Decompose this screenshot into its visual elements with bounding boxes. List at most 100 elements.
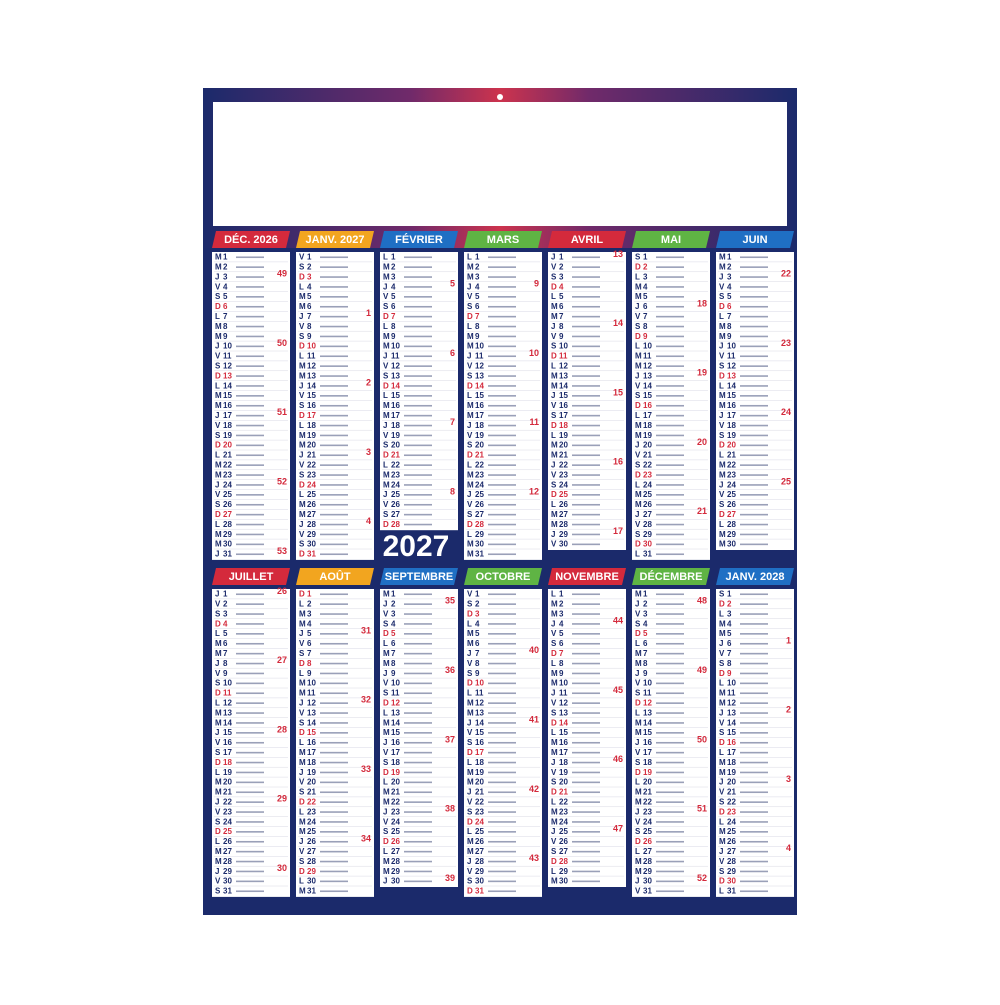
- day-letter: M: [383, 272, 390, 281]
- day-number: 12: [559, 698, 568, 707]
- day-number: 15: [475, 728, 484, 737]
- saint-line: [572, 296, 600, 298]
- day-letter: M: [215, 530, 222, 539]
- day-letter: D: [719, 599, 725, 608]
- day-number: 9: [727, 332, 732, 341]
- saint-line: [572, 672, 600, 675]
- saint-line: [404, 672, 432, 675]
- day-number: 11: [475, 689, 484, 698]
- day-letter: M: [215, 788, 222, 797]
- day-letter: M: [719, 768, 726, 777]
- day-number: 14: [391, 718, 400, 727]
- day-number: 22: [727, 460, 736, 469]
- day-number: 30: [223, 540, 232, 549]
- day-letter: S: [719, 867, 725, 876]
- day-number: 24: [223, 817, 232, 826]
- day-number: 21: [391, 788, 400, 797]
- day-number: 13: [559, 371, 568, 380]
- day-number: 12: [559, 361, 568, 370]
- day-letter: M: [299, 827, 306, 836]
- saint-line: [488, 424, 516, 427]
- saint-line: [320, 791, 348, 794]
- day-number: 8: [391, 322, 396, 331]
- day-number: 20: [223, 778, 232, 787]
- day-letter: J: [299, 837, 303, 846]
- day-letter: V: [635, 748, 641, 757]
- day-letter: M: [467, 262, 474, 271]
- saint-line: [488, 266, 516, 268]
- day-letter: S: [299, 470, 305, 479]
- saint-line: [236, 811, 264, 813]
- day-letter: M: [551, 679, 558, 688]
- day-number: 26: [559, 837, 568, 846]
- saint-line: [320, 801, 348, 803]
- saint-line: [656, 494, 684, 496]
- saint-line: [572, 623, 600, 625]
- saint-line: [656, 276, 684, 278]
- day-number: 11: [559, 352, 568, 361]
- day-letter: M: [635, 361, 642, 370]
- saint-line: [572, 355, 600, 358]
- day-letter: M: [215, 649, 222, 658]
- day-letter: L: [383, 460, 388, 469]
- saint-line: [320, 860, 348, 863]
- day-number: 2: [559, 262, 564, 271]
- day-letter: M: [551, 669, 558, 678]
- day-letter: J: [719, 847, 723, 856]
- day-number: 22: [559, 797, 568, 806]
- day-letter: M: [551, 381, 558, 390]
- week-number: 52: [697, 873, 707, 883]
- saint-line: [320, 761, 348, 764]
- saint-line: [740, 276, 768, 278]
- day-letter: S: [383, 371, 389, 380]
- week-number: 12: [529, 486, 539, 496]
- saint-line: [404, 444, 432, 447]
- saint-line: [236, 474, 264, 476]
- day-number: 22: [391, 460, 400, 469]
- day-letter: S: [719, 590, 725, 599]
- day-letter: S: [635, 530, 641, 539]
- day-letter: V: [719, 421, 725, 430]
- week-number: 20: [697, 437, 707, 447]
- saint-line: [656, 722, 684, 724]
- day-number: 26: [391, 500, 400, 509]
- saint-line: [404, 821, 432, 823]
- day-letter: J: [635, 510, 639, 519]
- day-number: 25: [391, 827, 400, 836]
- day-number: 17: [475, 748, 484, 757]
- day-number: 31: [223, 887, 232, 896]
- saint-line: [488, 761, 516, 764]
- saint-line: [572, 860, 600, 863]
- day-number: 27: [643, 510, 652, 519]
- day-letter: L: [299, 669, 304, 678]
- day-number: 25: [475, 490, 484, 499]
- day-number: 9: [391, 332, 396, 341]
- day-letter: M: [299, 302, 306, 311]
- saint-line: [236, 266, 264, 268]
- day-number: 6: [475, 639, 480, 648]
- saint-line: [404, 375, 432, 377]
- day-number: 16: [223, 401, 232, 410]
- day-number: 8: [475, 659, 480, 668]
- saint-line: [572, 335, 600, 338]
- day-letter: L: [299, 490, 304, 499]
- day-letter: V: [551, 629, 557, 638]
- saint-line: [320, 385, 348, 387]
- saint-line: [404, 503, 432, 506]
- day-letter: M: [551, 817, 558, 826]
- day-number: 1: [475, 253, 480, 262]
- saint-line: [572, 305, 600, 308]
- saint-line: [404, 771, 432, 774]
- day-letter: M: [215, 332, 222, 341]
- day-letter: M: [467, 272, 474, 281]
- day-letter: L: [551, 728, 556, 737]
- saint-line: [236, 256, 264, 259]
- saint-line: [572, 652, 600, 655]
- saint-line: [488, 692, 516, 695]
- saint-line: [488, 652, 516, 655]
- week-number: 42: [529, 784, 539, 794]
- day-number: 28: [475, 857, 484, 866]
- saint-line: [236, 365, 264, 367]
- saint-line: [656, 543, 684, 546]
- saint-line: [320, 266, 348, 268]
